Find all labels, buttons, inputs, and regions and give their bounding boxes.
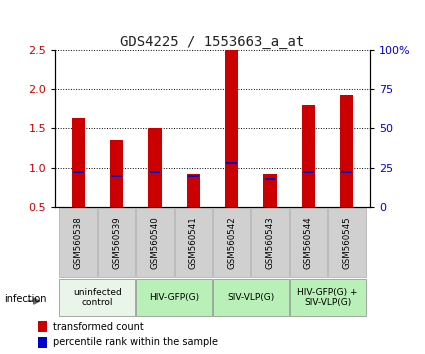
Bar (213, 279, 289, 316)
Bar (264, 174, 277, 207)
Bar (289, 279, 366, 316)
Bar (111, 175, 122, 177)
Bar (175, 208, 212, 277)
Bar (73, 171, 84, 173)
Bar (150, 171, 160, 173)
Bar (225, 50, 238, 207)
Bar (38, 321, 47, 332)
Bar (302, 105, 315, 207)
Text: GSM560540: GSM560540 (150, 216, 159, 269)
Title: GDS4225 / 1553663_a_at: GDS4225 / 1553663_a_at (120, 35, 305, 48)
Bar (38, 337, 47, 348)
Text: HIV-GFP(G) +
SIV-VLP(G): HIV-GFP(G) + SIV-VLP(G) (298, 288, 358, 307)
Text: GSM560545: GSM560545 (342, 216, 351, 269)
Bar (136, 279, 212, 316)
Bar (341, 171, 352, 173)
Bar (328, 208, 366, 277)
Bar (226, 162, 237, 164)
Text: GSM560539: GSM560539 (112, 216, 121, 269)
Text: SIV-VLP(G): SIV-VLP(G) (227, 293, 275, 302)
Bar (110, 140, 123, 207)
Text: transformed count: transformed count (53, 321, 144, 332)
Bar (251, 208, 289, 277)
Bar (98, 208, 136, 277)
Bar (213, 208, 250, 277)
Bar (187, 174, 200, 207)
Bar (148, 128, 162, 207)
Text: GSM560543: GSM560543 (266, 216, 275, 269)
Bar (289, 208, 327, 277)
Text: percentile rank within the sample: percentile rank within the sample (53, 337, 218, 348)
Bar (303, 171, 314, 173)
Text: infection: infection (4, 294, 47, 304)
Text: HIV-GFP(G): HIV-GFP(G) (149, 293, 199, 302)
Bar (60, 279, 136, 316)
Bar (71, 118, 85, 207)
Text: GSM560544: GSM560544 (304, 216, 313, 269)
Bar (188, 175, 199, 177)
Text: GSM560541: GSM560541 (189, 216, 198, 269)
Bar (265, 178, 275, 180)
Bar (340, 95, 354, 207)
Text: GSM560542: GSM560542 (227, 216, 236, 269)
Text: GSM560538: GSM560538 (74, 216, 83, 269)
Text: uninfected
control: uninfected control (73, 288, 122, 307)
Bar (136, 208, 174, 277)
Bar (60, 208, 97, 277)
